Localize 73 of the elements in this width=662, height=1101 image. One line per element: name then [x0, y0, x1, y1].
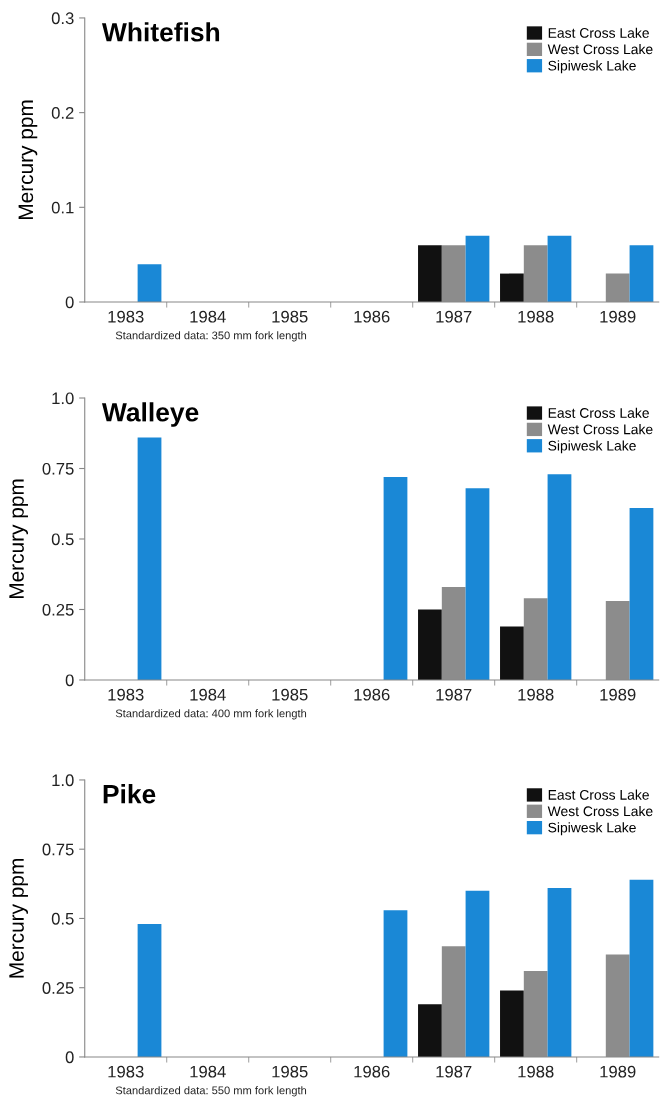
y-tick-label: 1.0 — [52, 392, 74, 405]
x-tick-label: 1989 — [600, 310, 636, 323]
bar — [137, 264, 162, 302]
x-tick-label: 1985 — [272, 688, 308, 701]
y-tick-label: 0 — [65, 296, 74, 309]
bar — [500, 273, 524, 302]
x-tick-label: 1983 — [108, 310, 144, 323]
x-tick-label: 1987 — [436, 310, 472, 323]
y-tick-label: 0.25 — [42, 603, 74, 616]
y-axis-title: Mercury ppm — [9, 859, 28, 978]
x-tick-label: 1989 — [600, 1065, 636, 1078]
x-tick-label: 1985 — [272, 1065, 308, 1078]
bar — [418, 609, 442, 680]
bar — [137, 923, 162, 1057]
y-tick-label: 0.25 — [42, 982, 74, 994]
chart-title: Walleye — [101, 402, 199, 427]
y-tick-label: 0 — [65, 674, 74, 687]
x-tick-label: 1987 — [436, 1065, 472, 1078]
y-tick-label: 0.75 — [42, 843, 74, 856]
bar — [418, 245, 442, 302]
x-tick-label: 1983 — [108, 688, 144, 701]
x-tick-label: 1986 — [354, 688, 390, 701]
bar — [465, 890, 490, 1057]
y-axis-title: Mercury ppm — [18, 100, 38, 220]
legend-label: East Cross Lake — [548, 27, 649, 38]
y-tick-label: 0.2 — [51, 107, 74, 119]
bar — [629, 507, 654, 680]
legend-label: East Cross Lake — [548, 789, 649, 800]
bar — [547, 887, 572, 1057]
x-tick-label: 1988 — [518, 310, 554, 323]
bar — [465, 488, 490, 680]
bar — [383, 476, 408, 680]
x-tick-label: 1988 — [518, 688, 554, 701]
x-tick-label: 1987 — [436, 688, 472, 701]
legend-label: East Cross Lake — [548, 407, 649, 418]
x-tick-label: 1986 — [354, 310, 390, 323]
text: Standardized data: 400 mm fork length — [115, 709, 307, 720]
y-tick-label: 0.5 — [51, 533, 74, 546]
chart-title: Pike — [103, 784, 156, 804]
chart-title: Whitefish — [101, 22, 220, 42]
y-tick-label: 0.75 — [42, 462, 74, 475]
x-tick-label: 1988 — [518, 1065, 554, 1078]
x-tick-label: 1985 — [272, 310, 308, 323]
bar — [383, 910, 408, 1057]
y-tick-label: 0 — [65, 1051, 74, 1064]
bar — [418, 1004, 442, 1057]
x-tick-label: 1984 — [190, 688, 226, 701]
x-tick-label: 1984 — [190, 310, 226, 323]
bar — [629, 245, 654, 302]
bar — [547, 474, 572, 680]
y-tick-label: 0.3 — [51, 12, 74, 25]
bar — [547, 235, 572, 302]
legend-label: Sipiwesk Lake — [548, 440, 636, 454]
bar — [500, 990, 524, 1057]
y-axis-title: Mercury ppm — [9, 479, 28, 599]
text: Standardized data: 350 mm fork length — [115, 331, 307, 342]
y-tick-label: 0.5 — [51, 912, 74, 925]
text: Standardized data: 550 mm fork length — [115, 1086, 307, 1097]
legend-label: West Cross Lake — [547, 44, 653, 55]
bar — [137, 437, 162, 680]
x-tick-label: 1986 — [354, 1065, 390, 1078]
y-tick-label: 1.0 — [52, 774, 74, 787]
legend-label: West Cross Lake — [547, 805, 653, 817]
bar — [465, 235, 490, 302]
legend-label: West Cross Lake — [547, 424, 653, 435]
y-tick-label: 0.1 — [51, 201, 74, 214]
bar — [629, 879, 654, 1057]
legend-label: Sipiwesk Lake — [548, 60, 636, 74]
bar — [500, 626, 524, 680]
x-tick-label: 1989 — [600, 688, 636, 701]
x-tick-label: 1983 — [108, 1065, 144, 1078]
x-tick-label: 1984 — [190, 1065, 226, 1078]
legend-label: Sipiwesk Lake — [548, 822, 636, 836]
